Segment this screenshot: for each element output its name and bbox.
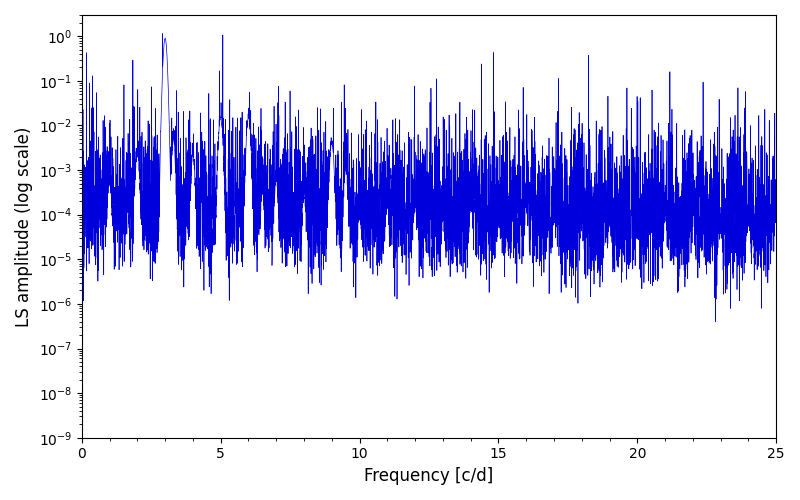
X-axis label: Frequency [c/d]: Frequency [c/d] (364, 467, 494, 485)
Y-axis label: LS amplitude (log scale): LS amplitude (log scale) (15, 126, 33, 326)
